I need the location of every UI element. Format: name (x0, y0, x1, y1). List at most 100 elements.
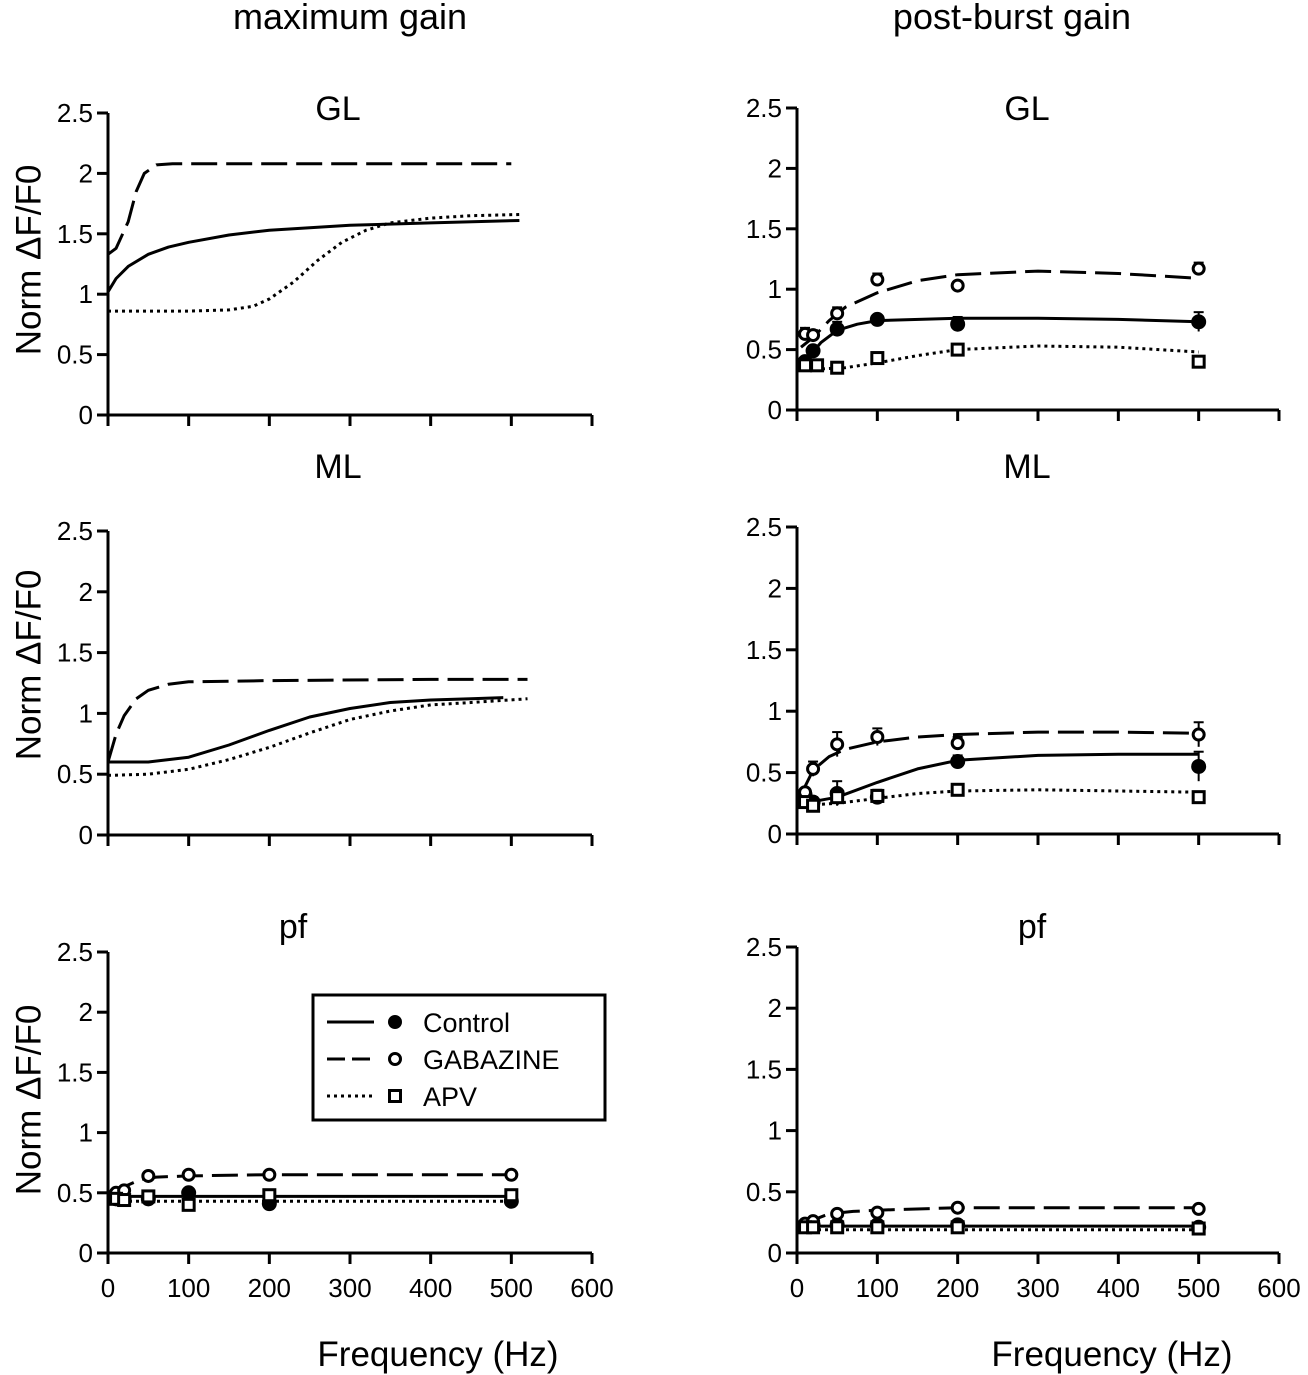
y-tick-label: 2.5 (57, 937, 93, 967)
point-apv (870, 788, 885, 803)
y-tick-label: 1 (768, 1116, 782, 1146)
y-tick-label: 2 (79, 158, 93, 188)
legend-marker-control (388, 1015, 402, 1029)
y-axis-label: Norm ΔF/F0 (9, 1005, 48, 1196)
y-tick-label: 2.5 (57, 516, 93, 546)
legend: Control GABAZINE APV (311, 993, 607, 1122)
y-tick-label: 0 (768, 395, 782, 425)
y-tick-label: 0.5 (746, 758, 782, 788)
legend-label-gabazine: GABAZINE (423, 1045, 560, 1075)
point-apv (950, 342, 965, 357)
y-tick-label: 2 (768, 573, 782, 603)
point-gabazine (1191, 1201, 1206, 1216)
point-gabazine (870, 1205, 885, 1220)
x-tick-label: 600 (570, 1273, 613, 1303)
fit-line-gabazine (107, 162, 512, 256)
point-apv (141, 1189, 156, 1204)
fit-line-gabazine (799, 730, 1199, 796)
fit-line-gabazine (106, 677, 528, 763)
x-tick-label: 200 (936, 1273, 979, 1303)
point-gabazine (806, 328, 821, 343)
point-apv (830, 1220, 845, 1235)
y-tick-label: 1.5 (746, 1054, 782, 1084)
point-apv (1191, 354, 1206, 369)
point-apv (262, 1188, 277, 1203)
y-tick-label: 2.5 (746, 932, 782, 962)
point-gabazine (830, 306, 845, 321)
point-apv (798, 358, 813, 373)
y-tick-label: 1.5 (746, 214, 782, 244)
fit-line-control (108, 696, 504, 764)
panel-gl-post: GL 0 0.5 1 1.5 2 2.5 (746, 90, 1281, 425)
x-tick-label: 500 (1177, 1273, 1220, 1303)
x-tick-label: 500 (490, 1273, 533, 1303)
y-tick-label: 0.5 (57, 759, 93, 789)
y-tick-label: 0.5 (57, 1178, 93, 1208)
x-tick-label: 100 (167, 1273, 210, 1303)
y-tick-label: 1 (79, 698, 93, 728)
point-control (805, 343, 821, 359)
y-tick-label: 1 (768, 696, 782, 726)
panel-pf-max: pf 0 0.5 1 1.5 2 2.5 0 100 200 300 400 500 600 Norm ΔF… (9, 908, 613, 1374)
panel-gl-max: GL 0 0.5 1 1.5 2 2.5 Norm ΔF/F0 (9, 90, 594, 430)
panel-title: ML (1003, 448, 1050, 486)
point-apv (870, 1220, 885, 1235)
y-axis-label: Norm ΔF/F0 (9, 165, 48, 356)
y-tick-label: 0.5 (746, 1177, 782, 1207)
point-control (950, 754, 966, 770)
y-tick-label: 0.5 (57, 340, 93, 370)
panel-title: pf (1018, 908, 1047, 946)
panel-title: GL (1004, 90, 1049, 128)
point-gabazine (870, 729, 885, 744)
point-apv (1191, 790, 1206, 805)
y-tick-label: 2.5 (746, 93, 782, 123)
fit-line-control (106, 219, 520, 293)
y-tick-label: 2 (79, 577, 93, 607)
y-tick-label: 1 (79, 279, 93, 309)
point-gabazine (1191, 261, 1206, 276)
x-tick-label: 300 (1016, 1273, 1059, 1303)
panel-ml-max: ML 0 0.5 1 1.5 2 2.5 Norm ΔF/F0 (9, 448, 594, 850)
point-control (181, 1185, 197, 1201)
x-axis-label: Frequency (Hz) (317, 1335, 558, 1374)
point-apv (117, 1193, 132, 1208)
point-apv (830, 360, 845, 375)
column-title-post-burst-gain: post-burst gain (893, 0, 1131, 37)
column-title-maximum-gain: maximum gain (233, 0, 467, 37)
fit-line-apv (800, 344, 1199, 372)
point-apv (806, 1220, 821, 1235)
point-gabazine (950, 278, 965, 293)
x-tick-label: 600 (1257, 1273, 1300, 1303)
point-apv (806, 798, 821, 813)
panel-pf-post: pf 0 0.5 1 1.5 2 2.5 0 100 200 300 400 500 600 Frequen… (746, 908, 1301, 1374)
y-tick-label: 1.5 (57, 219, 93, 249)
x-tick-label: 100 (856, 1273, 899, 1303)
point-gabazine (830, 1206, 845, 1221)
point-control (1191, 758, 1207, 774)
panel-title: ML (314, 448, 361, 486)
point-apv (950, 782, 965, 797)
x-tick-label: 0 (101, 1273, 115, 1303)
fit-line-gabazine (111, 1173, 512, 1198)
y-tick-label: 0 (79, 1238, 93, 1268)
point-apv (870, 351, 885, 366)
fit-line-control (800, 752, 1199, 803)
point-apv (810, 358, 825, 373)
x-tick-label: 200 (248, 1273, 291, 1303)
point-apv (950, 1220, 965, 1235)
y-tick-label: 0 (79, 400, 93, 430)
y-tick-label: 0.5 (746, 335, 782, 365)
point-gabazine (806, 761, 821, 776)
point-apv (181, 1197, 196, 1212)
y-tick-label: 0 (768, 1238, 782, 1268)
panels: GL 0 0.5 1 1.5 2 2.5 Norm ΔF/F0 GL 0 0.5 1 1.5 2 2.5 ML… (9, 90, 1300, 1374)
fit-line-control (799, 316, 1199, 369)
y-tick-label: 0 (79, 820, 93, 850)
y-axis-label: Norm ΔF/F0 (9, 570, 48, 761)
x-tick-label: 300 (328, 1273, 371, 1303)
panel-title: GL (315, 90, 360, 128)
point-gabazine (181, 1167, 196, 1182)
fit-line-apv (107, 697, 528, 777)
fit-line-apv (801, 788, 1199, 806)
point-gabazine (870, 272, 885, 287)
